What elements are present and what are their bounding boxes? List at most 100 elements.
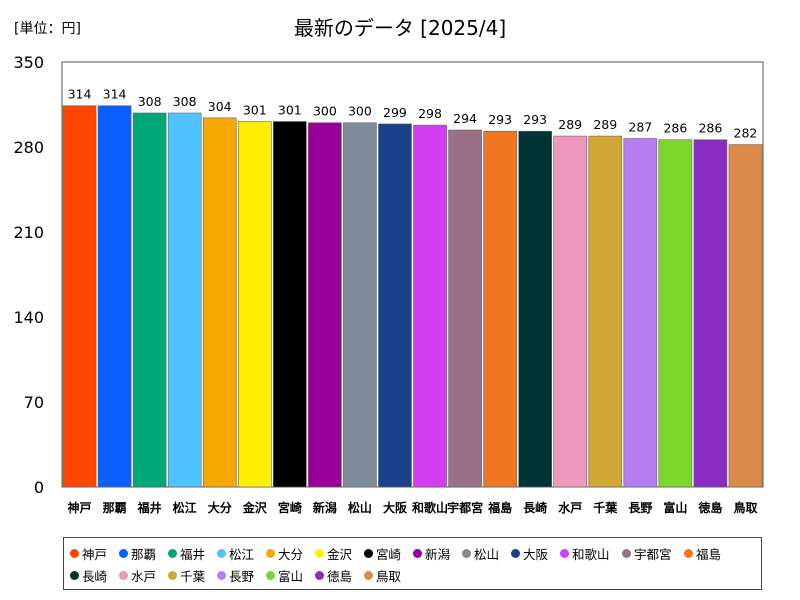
y-tick-label: 70	[24, 393, 44, 412]
x-tick-label: 大分	[208, 500, 232, 515]
y-tick-label: 210	[13, 223, 44, 242]
y-tick-label: 140	[13, 308, 44, 327]
x-tick-label: 鳥取	[733, 500, 757, 515]
legend-label: 長崎	[82, 568, 108, 584]
bar	[97, 105, 132, 488]
x-tick-label: 松山	[348, 500, 372, 515]
legend-item: 鳥取	[364, 564, 413, 586]
legend-item: 富山	[266, 564, 315, 586]
legend-label: 水戸	[131, 568, 157, 584]
legend-label: 新潟	[425, 546, 451, 562]
x-tick-label: 神戸	[68, 500, 92, 515]
chart-legend: 神戸 那覇 福井 松江 大分 金沢 宮崎 新潟 松山 大阪 和歌山 宇都宮 福島長崎 水戸 千葉 長野 富山 徳島…	[63, 537, 762, 590]
bar-value-label: 300	[348, 104, 372, 119]
bar-value-label: 308	[173, 94, 197, 109]
legend-marker	[413, 548, 422, 558]
legend-item: 長野	[217, 564, 266, 586]
legend-item: 宮崎	[364, 542, 413, 564]
bar	[448, 129, 482, 488]
bar-value-label: 298	[418, 106, 442, 121]
legend-label: 福島	[696, 546, 722, 562]
legend-label: 那覇	[131, 546, 157, 562]
bar	[553, 135, 588, 488]
bar-value-label: 294	[453, 111, 477, 126]
legend-marker	[217, 570, 226, 580]
bar	[588, 135, 623, 488]
legend-label: 和歌山	[572, 546, 610, 562]
bar-value-label: 314	[68, 87, 92, 102]
legend-marker	[217, 548, 226, 558]
x-tick-label: 松江	[173, 500, 197, 515]
legend-item: 松江	[217, 542, 266, 564]
legend-label: 大分	[278, 546, 304, 562]
x-tick-label: 徳島	[697, 500, 722, 515]
legend-marker	[364, 570, 373, 580]
legend-marker	[560, 548, 569, 558]
legend-item: 大阪	[511, 542, 560, 564]
unit-label: [単位：円]	[14, 21, 81, 37]
legend-marker	[315, 570, 324, 580]
bar	[378, 123, 412, 488]
legend-marker	[266, 548, 275, 558]
bar-value-label: 304	[208, 99, 232, 114]
bar-value-label: 299	[383, 105, 407, 120]
legend-item: 新潟	[413, 542, 462, 564]
bar-value-label: 301	[278, 103, 302, 118]
x-tick-label: 長野	[628, 500, 652, 515]
plot-frame	[61, 61, 764, 488]
bar-value-label: 308	[138, 94, 162, 109]
x-tick-label: 水戸	[558, 500, 582, 515]
bar	[202, 117, 237, 488]
y-tick-label: 350	[13, 53, 44, 72]
bar	[658, 139, 693, 488]
bar	[623, 138, 658, 488]
legend-marker	[266, 570, 275, 580]
x-tick-label: 千葉	[593, 500, 618, 515]
bar-value-label: 289	[558, 117, 582, 132]
x-tick-label: 富山	[663, 500, 687, 515]
legend-marker	[70, 548, 79, 558]
chart-title: 最新のデータ [2025/4]	[293, 16, 507, 40]
legend-marker	[622, 548, 631, 558]
legend-item: 千葉	[168, 564, 217, 586]
legend-label: 松山	[474, 546, 500, 562]
y-tick-label: 0	[34, 478, 44, 497]
legend-marker	[462, 548, 471, 558]
legend-item: 長崎	[70, 564, 119, 586]
legend-item: 福井	[168, 542, 217, 564]
x-tick-label: 福井	[137, 500, 162, 515]
legend-item: 神戸	[70, 542, 119, 564]
x-tick-label: 金沢	[242, 500, 268, 515]
x-tick-label: 大阪	[383, 500, 408, 515]
legend-item: 金沢	[315, 542, 364, 564]
bar	[237, 121, 272, 488]
legend-label: 宇都宮	[634, 546, 672, 562]
bar	[518, 130, 553, 488]
legend-marker	[119, 570, 128, 580]
bar-value-label: 289	[593, 117, 617, 132]
legend-label: 千葉	[180, 568, 206, 584]
legend-label: 大阪	[523, 546, 549, 562]
bar	[343, 122, 377, 488]
legend-item: 和歌山	[560, 542, 622, 564]
bar	[167, 112, 202, 488]
x-tick-label: 宮崎	[278, 500, 302, 515]
legend-marker	[70, 570, 79, 580]
bar-value-label: 286	[698, 121, 722, 136]
legend-item: 松山	[462, 542, 511, 564]
bar	[308, 122, 342, 488]
legend-label: 富山	[278, 568, 304, 584]
bar-value-label: 293	[488, 112, 512, 127]
legend-label: 長野	[229, 568, 255, 584]
legend-marker	[511, 548, 520, 558]
legend-label: 福井	[180, 546, 206, 562]
legend-label: 金沢	[327, 546, 353, 562]
bar-value-label: 301	[243, 103, 267, 118]
legend-marker	[168, 570, 177, 580]
x-tick-label: 長崎	[523, 500, 547, 515]
y-tick-label: 280	[13, 138, 44, 157]
legend-item: 徳島	[315, 564, 364, 586]
legend-item: 福島	[684, 542, 733, 564]
legend-item: 水戸	[119, 564, 168, 586]
